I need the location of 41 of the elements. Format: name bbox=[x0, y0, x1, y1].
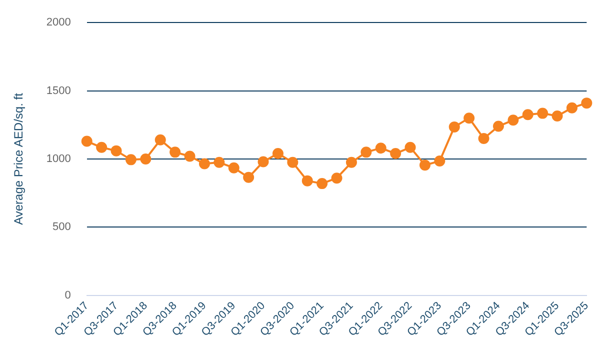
point bbox=[566, 102, 578, 114]
point bbox=[184, 150, 196, 162]
y-tick-label: 500 bbox=[52, 221, 71, 234]
point bbox=[375, 142, 386, 154]
y-tick-label: 1500 bbox=[46, 84, 71, 97]
point bbox=[198, 158, 210, 170]
point bbox=[434, 156, 446, 167]
point bbox=[316, 178, 328, 190]
point bbox=[492, 120, 504, 132]
point bbox=[258, 156, 269, 168]
point bbox=[478, 133, 490, 144]
point bbox=[390, 148, 402, 160]
point bbox=[346, 156, 357, 168]
point bbox=[552, 110, 563, 122]
point bbox=[508, 114, 519, 126]
point bbox=[228, 162, 240, 174]
point bbox=[464, 112, 475, 124]
point bbox=[448, 121, 460, 132]
point bbox=[140, 154, 152, 164]
point bbox=[170, 146, 181, 158]
point bbox=[214, 156, 225, 168]
y-tick-label: 1000 bbox=[46, 153, 71, 166]
point bbox=[331, 172, 342, 184]
point bbox=[110, 145, 122, 156]
point bbox=[404, 142, 416, 153]
point bbox=[287, 156, 298, 168]
y-axis-title: Average Price AED/sq. ft bbox=[12, 92, 26, 225]
point bbox=[360, 146, 372, 158]
point bbox=[419, 160, 430, 171]
y-tick-label: 0 bbox=[64, 289, 71, 302]
point bbox=[96, 142, 108, 153]
point bbox=[537, 108, 548, 119]
point bbox=[81, 136, 92, 147]
point bbox=[243, 172, 254, 183]
point bbox=[125, 154, 136, 166]
point bbox=[272, 148, 284, 160]
point bbox=[154, 134, 166, 146]
point bbox=[302, 175, 313, 186]
y-tick-label: 2000 bbox=[46, 16, 71, 29]
point bbox=[522, 109, 534, 120]
point bbox=[581, 98, 592, 109]
